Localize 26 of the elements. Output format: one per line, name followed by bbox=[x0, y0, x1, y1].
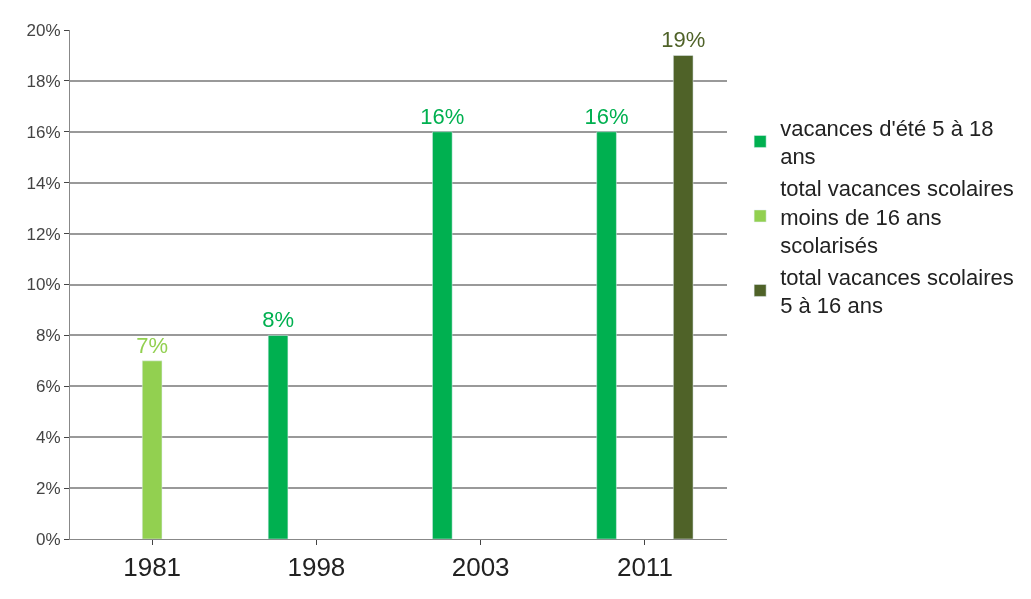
data-label: 19% bbox=[661, 27, 706, 53]
x-tick-label: 2011 bbox=[616, 552, 673, 583]
bar bbox=[432, 131, 453, 539]
bar bbox=[267, 335, 289, 539]
y-tick-label: 20% bbox=[26, 20, 61, 40]
x-tick-label: 1998 bbox=[287, 552, 346, 583]
y-tick-label: 14% bbox=[26, 173, 61, 193]
x-tick-label: 1981 bbox=[123, 552, 182, 583]
y-tick-label: 16% bbox=[26, 122, 61, 142]
bar bbox=[142, 360, 163, 539]
bar bbox=[596, 131, 617, 539]
data-label: 16% bbox=[420, 103, 465, 129]
y-tick-label: 12% bbox=[26, 224, 61, 244]
data-label: 16% bbox=[584, 103, 629, 129]
y-tick-label: 6% bbox=[36, 377, 61, 397]
data-label: 8% bbox=[262, 307, 294, 333]
y-tick-label: 4% bbox=[36, 428, 61, 448]
y-tick-label: 10% bbox=[26, 275, 61, 295]
y-tick-label: 18% bbox=[26, 71, 61, 91]
legend-label: total vacances scolaires 5 à 16 ans bbox=[780, 264, 1014, 319]
x-tick-label: 2003 bbox=[451, 552, 510, 583]
y-tick-label: 0% bbox=[36, 529, 61, 549]
y-tick-label: 2% bbox=[36, 479, 61, 499]
bar bbox=[673, 55, 694, 539]
data-label: 7% bbox=[136, 332, 169, 358]
y-tick-label: 8% bbox=[36, 326, 61, 346]
